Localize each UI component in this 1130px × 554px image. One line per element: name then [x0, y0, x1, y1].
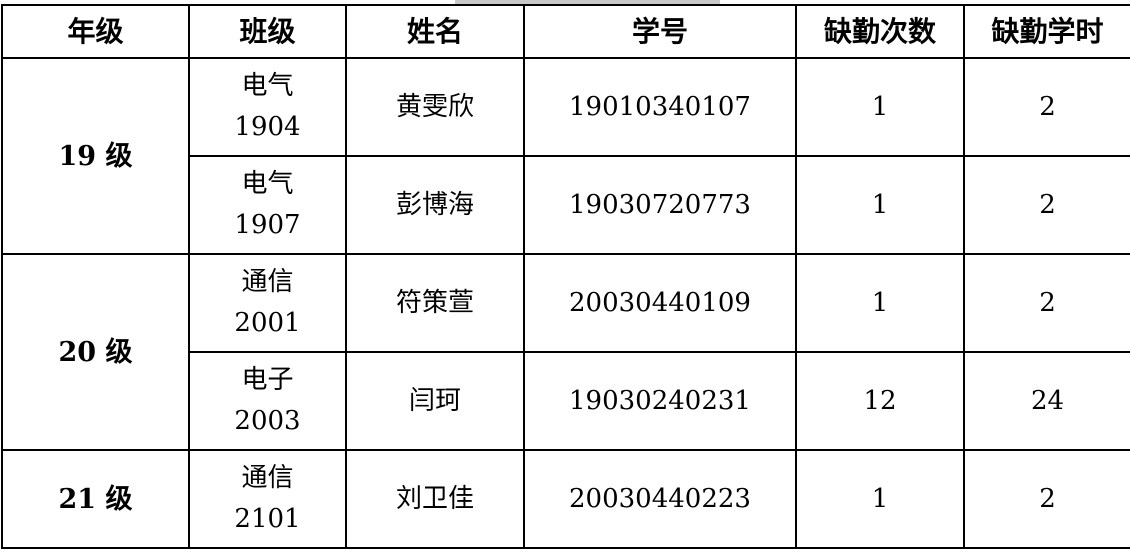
name-cell: 黄雯欣 — [345, 57, 525, 157]
grade-cell: 20 级 — [1, 253, 190, 451]
student-id-cell: 19030720773 — [523, 155, 797, 255]
grade-cell: 19 级 — [1, 57, 190, 255]
student-id-cell: 20030440109 — [523, 253, 797, 353]
class-cell: 通信 2001 — [188, 253, 347, 353]
header-name: 姓名 — [345, 4, 525, 59]
class-cell: 通信 2101 — [188, 449, 347, 549]
header-absences: 缺勤次数 — [795, 4, 965, 59]
hours-cell: 2 — [963, 449, 1130, 549]
absences-cell: 12 — [795, 351, 965, 451]
absences-cell: 1 — [795, 57, 965, 157]
name-cell: 刘卫佳 — [345, 449, 525, 549]
class-name: 通信 — [241, 463, 294, 493]
grade-cell: 21 级 — [1, 449, 190, 549]
student-id-cell: 20030440223 — [523, 449, 797, 549]
class-number: 2001 — [234, 308, 301, 338]
table-row: 电气 1907 彭博海 19030720773 1 2 — [2, 155, 1130, 255]
class-name: 电子 — [241, 365, 294, 395]
student-id-cell: 19030240231 — [523, 351, 797, 451]
class-number: 2003 — [234, 406, 301, 436]
name-cell: 闫珂 — [345, 351, 525, 451]
attendance-table: 年级 班级 姓名 学号 缺勤次数 缺勤学时 19 级电气 1904 黄雯欣 19010… — [1, 4, 1130, 549]
header-student-id: 学号 — [523, 4, 797, 59]
class-cell: 电子 2003 — [188, 351, 347, 451]
header-row: 年级 班级 姓名 学号 缺勤次数 缺勤学时 — [1, 4, 1130, 59]
header-grade: 年级 — [1, 4, 190, 59]
class-number: 2101 — [234, 504, 301, 534]
table-row: 19 级电气 1904 黄雯欣 19010340107 1 2 — [1, 57, 1130, 255]
class-cell: 电气 1907 — [188, 155, 347, 255]
hours-cell: 2 — [963, 155, 1130, 255]
table-row: 21 级 通信 2101 刘卫佳 20030440223 1 2 — [1, 449, 1130, 549]
name-cell: 彭博海 — [345, 155, 525, 255]
header-hours: 缺勤学时 — [963, 4, 1130, 59]
class-name: 电气 — [241, 71, 294, 101]
class-number: 1907 — [234, 210, 301, 240]
absences-cell: 1 — [795, 449, 965, 549]
table-row: 电子 2003 闫珂 19030240231 12 24 — [2, 351, 1130, 451]
student-id-cell: 19010340107 — [523, 57, 797, 157]
header-class: 班级 — [188, 4, 347, 59]
table-row: 20 级 通信 2001 符策萱 20030440109 1 2 — [1, 253, 1130, 451]
absences-cell: 1 — [795, 253, 965, 353]
class-name: 电气 — [241, 169, 294, 199]
hours-cell: 24 — [963, 351, 1130, 451]
class-number: 1904 — [234, 112, 301, 142]
name-cell: 符策萱 — [345, 253, 525, 353]
absences-cell: 1 — [795, 155, 965, 255]
scrollbar[interactable] — [455, 0, 720, 4]
class-name: 通信 — [241, 267, 294, 297]
hours-cell: 2 — [963, 253, 1130, 353]
class-cell: 电气 1904 — [188, 57, 347, 157]
hours-cell: 2 — [963, 57, 1130, 157]
